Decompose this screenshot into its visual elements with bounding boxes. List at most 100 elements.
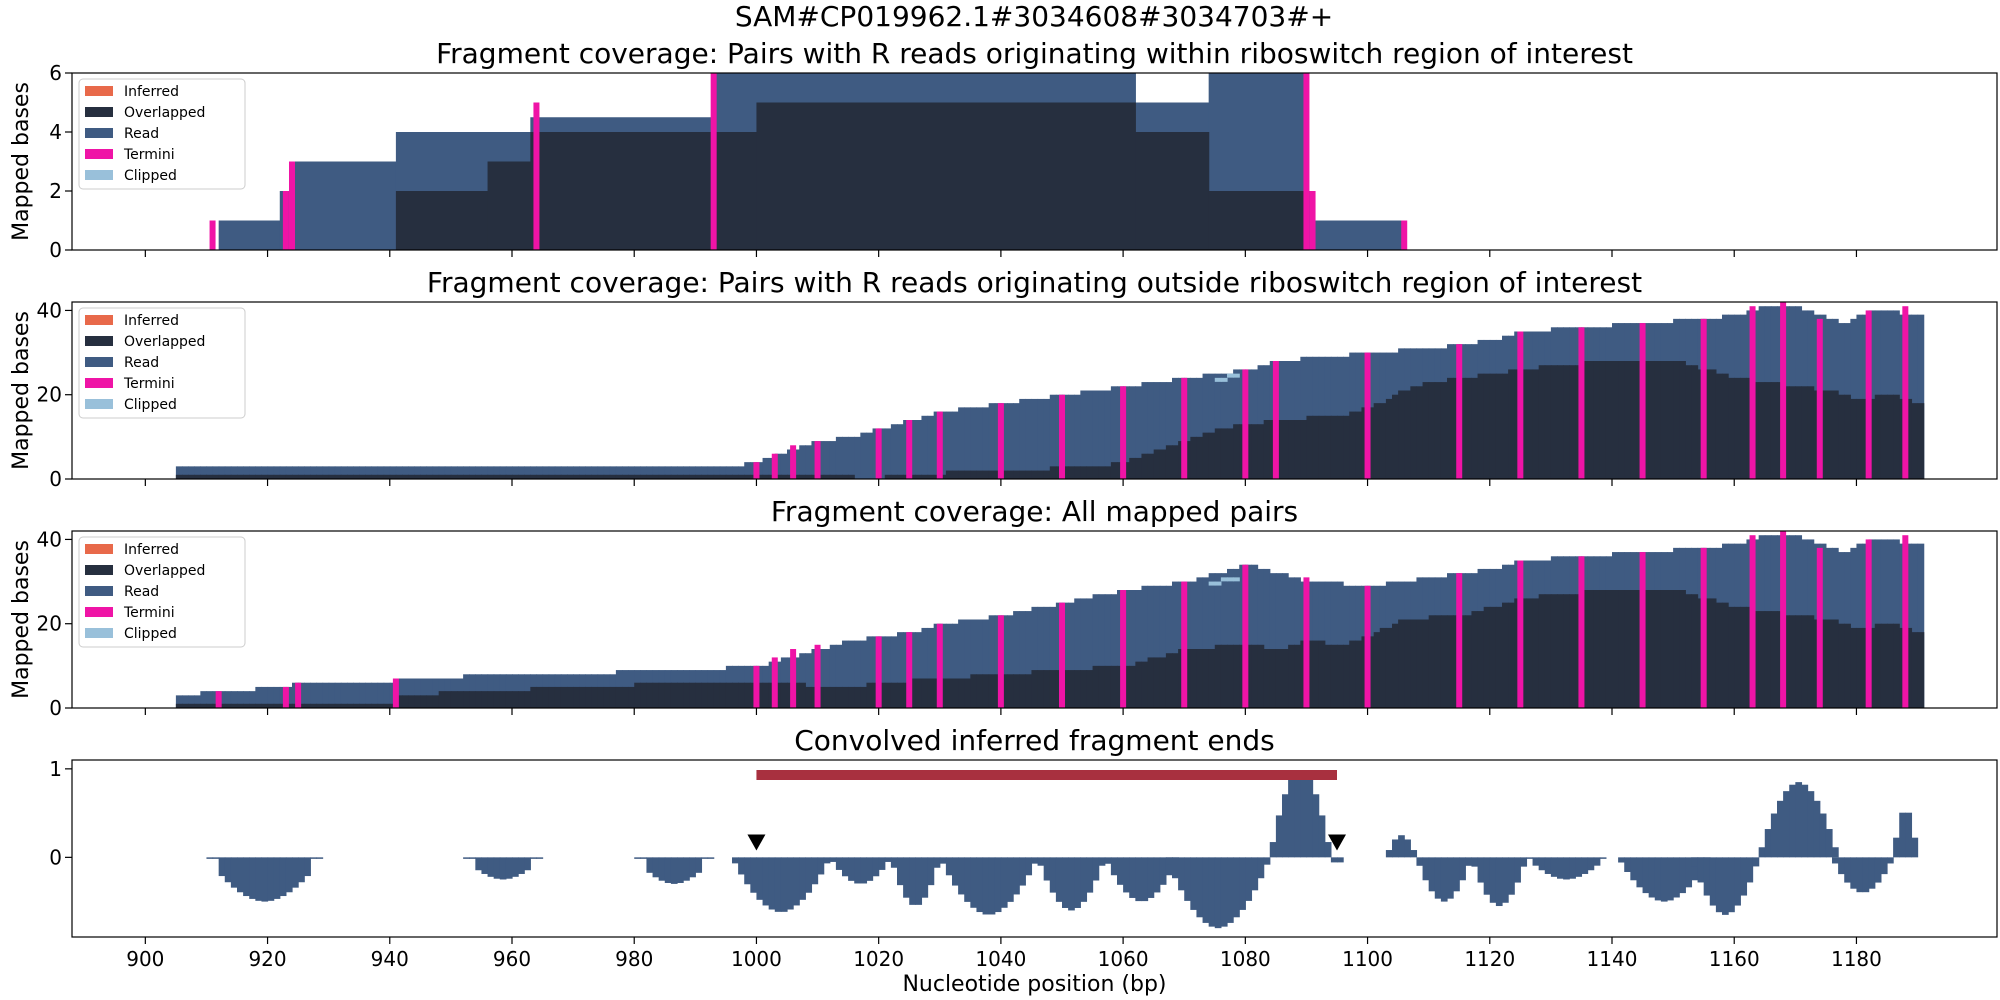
overlapped-bar bbox=[829, 686, 837, 708]
overlapped-bar bbox=[328, 703, 336, 708]
legend-label: Termini bbox=[123, 605, 175, 621]
read-bar bbox=[237, 466, 244, 479]
bar bbox=[1893, 837, 1900, 858]
read-bar bbox=[921, 627, 929, 708]
termini-mark bbox=[1700, 318, 1707, 479]
overlapped-bar bbox=[683, 682, 690, 708]
overlapped-bar bbox=[1569, 365, 1576, 479]
overlapped-bar bbox=[1000, 674, 1008, 708]
y-axis-label: Mapped bases bbox=[9, 82, 34, 241]
read-bar bbox=[1868, 539, 1876, 708]
read-bar bbox=[664, 466, 672, 479]
bar bbox=[273, 857, 281, 899]
overlapped-bar bbox=[1502, 602, 1509, 708]
overlapped-bar bbox=[194, 474, 201, 479]
read-bar bbox=[597, 466, 605, 479]
read-bar bbox=[487, 674, 495, 708]
overlapped-bar bbox=[255, 703, 263, 708]
overlapped-bar bbox=[927, 678, 935, 708]
overlapped-bar bbox=[524, 474, 531, 479]
legend-swatch bbox=[85, 586, 113, 596]
read-bar bbox=[1037, 398, 1045, 479]
overlapped-bar bbox=[408, 474, 415, 479]
overlapped-bar bbox=[1612, 361, 1619, 479]
legend-label: Overlapped bbox=[124, 563, 205, 579]
overlapped-bar bbox=[389, 474, 397, 479]
read-bar bbox=[273, 466, 281, 479]
read-bar bbox=[249, 691, 256, 708]
termini-mark bbox=[875, 428, 882, 479]
overlapped-bar bbox=[579, 474, 586, 479]
overlapped-bar bbox=[499, 474, 507, 479]
overlapped-bar bbox=[615, 686, 623, 708]
bar bbox=[1715, 857, 1723, 913]
bar bbox=[1679, 857, 1686, 894]
overlapped-bar bbox=[1214, 644, 1222, 708]
overlapped-bar bbox=[230, 703, 238, 708]
bar bbox=[1550, 857, 1558, 877]
read-bar bbox=[1282, 573, 1289, 708]
read-bar bbox=[1214, 573, 1222, 708]
clipped-bar bbox=[1220, 577, 1228, 582]
legend-swatch bbox=[85, 170, 113, 180]
bar bbox=[1110, 857, 1118, 876]
overlapped-bar bbox=[1789, 386, 1796, 479]
overlapped-bar bbox=[243, 703, 250, 708]
overlapped-bar bbox=[1825, 390, 1833, 479]
overlapped-bar bbox=[945, 678, 953, 708]
read-bar bbox=[1062, 394, 1069, 479]
overlapped-bar bbox=[1025, 674, 1033, 708]
read-bar bbox=[267, 466, 275, 479]
read-bar bbox=[359, 682, 366, 708]
read-bar bbox=[1220, 573, 1228, 708]
read-bar bbox=[524, 674, 531, 708]
overlapped-bar bbox=[609, 474, 617, 479]
overlapped-bar bbox=[1404, 619, 1411, 708]
bar bbox=[1887, 857, 1894, 864]
overlapped-bar bbox=[322, 703, 330, 708]
bar bbox=[1282, 794, 1289, 858]
overlapped-bar bbox=[1544, 365, 1552, 479]
read-bar bbox=[915, 632, 923, 708]
termini-mark bbox=[1902, 535, 1909, 708]
overlapped-bar bbox=[799, 682, 806, 708]
overlapped-bar bbox=[1471, 611, 1479, 708]
overlapped-bar bbox=[1856, 398, 1864, 479]
bar bbox=[1569, 857, 1576, 879]
overlapped-bar bbox=[958, 678, 965, 708]
read-bar bbox=[1294, 577, 1301, 708]
overlapped-bar bbox=[420, 474, 428, 479]
overlapped-bar bbox=[1251, 644, 1259, 708]
overlapped-bar bbox=[1220, 428, 1228, 479]
overlapped-bar bbox=[1642, 590, 1650, 708]
overlapped-bar bbox=[817, 474, 825, 479]
overlapped-bar bbox=[365, 474, 373, 479]
bar bbox=[695, 857, 703, 873]
overlapped-bar bbox=[444, 474, 452, 479]
overlapped-bar bbox=[200, 474, 208, 479]
panel-title: Fragment coverage: All mapped pairs bbox=[771, 495, 1298, 528]
overlapped-bar bbox=[823, 474, 831, 479]
overlapped-bar bbox=[1172, 653, 1179, 708]
read-bar bbox=[542, 466, 550, 479]
read-bar bbox=[273, 686, 281, 708]
termini-mark bbox=[1749, 306, 1756, 479]
bar bbox=[1031, 857, 1039, 864]
read-bar bbox=[1074, 598, 1081, 708]
overlapped-bar bbox=[634, 682, 641, 708]
bar bbox=[1043, 857, 1051, 881]
read-bar bbox=[615, 466, 623, 479]
bar bbox=[469, 857, 476, 859]
overlapped-bar bbox=[1874, 394, 1882, 479]
termini-mark bbox=[814, 441, 821, 479]
overlapped-bar bbox=[402, 695, 409, 708]
overlapped-bar bbox=[1850, 398, 1858, 479]
bar bbox=[1251, 857, 1259, 891]
read-bar bbox=[1104, 594, 1112, 708]
termini-mark bbox=[289, 161, 295, 250]
read-bar bbox=[298, 682, 305, 708]
panel-title: Convolved inferred fragment ends bbox=[794, 724, 1275, 757]
read-bar bbox=[395, 678, 403, 708]
overlapped-bar bbox=[1703, 369, 1711, 479]
